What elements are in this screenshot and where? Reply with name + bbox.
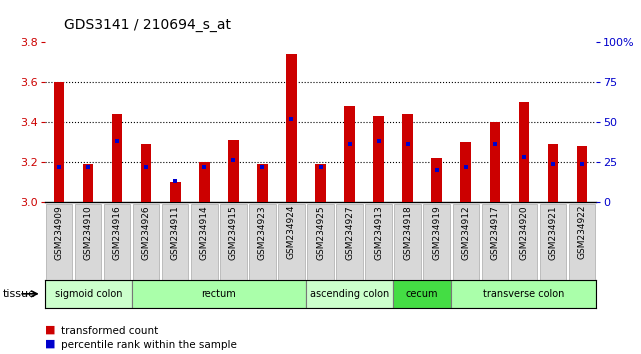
Bar — [199, 162, 210, 202]
FancyBboxPatch shape — [540, 204, 565, 280]
Text: GSM234911: GSM234911 — [171, 205, 180, 259]
Bar — [374, 116, 383, 202]
Text: GSM234912: GSM234912 — [461, 205, 470, 259]
Text: cecum: cecum — [406, 289, 438, 299]
Text: transformed count: transformed count — [61, 326, 158, 336]
Bar — [547, 144, 558, 202]
Text: GSM234916: GSM234916 — [113, 205, 122, 259]
FancyBboxPatch shape — [569, 204, 595, 280]
Bar — [258, 164, 267, 202]
FancyBboxPatch shape — [76, 204, 101, 280]
Text: GSM234923: GSM234923 — [258, 205, 267, 259]
Text: sigmoid colon: sigmoid colon — [54, 289, 122, 299]
FancyBboxPatch shape — [481, 204, 508, 280]
Bar — [228, 140, 238, 202]
Bar — [344, 106, 354, 202]
Text: GSM234922: GSM234922 — [577, 205, 586, 259]
FancyBboxPatch shape — [133, 204, 160, 280]
FancyBboxPatch shape — [453, 204, 479, 280]
Bar — [315, 164, 326, 202]
Bar — [142, 144, 151, 202]
FancyBboxPatch shape — [192, 204, 217, 280]
FancyBboxPatch shape — [510, 204, 537, 280]
Bar — [393, 280, 451, 308]
Bar — [45, 280, 132, 308]
Text: GSM234920: GSM234920 — [519, 205, 528, 259]
Text: GSM234914: GSM234914 — [200, 205, 209, 259]
FancyBboxPatch shape — [365, 204, 392, 280]
Text: tissue: tissue — [3, 289, 36, 299]
Bar — [403, 114, 413, 202]
Text: transverse colon: transverse colon — [483, 289, 564, 299]
FancyBboxPatch shape — [249, 204, 276, 280]
Bar — [576, 146, 587, 202]
Text: GSM234919: GSM234919 — [432, 205, 441, 259]
Text: ascending colon: ascending colon — [310, 289, 389, 299]
Text: GSM234918: GSM234918 — [403, 205, 412, 259]
Bar — [54, 82, 65, 202]
FancyBboxPatch shape — [424, 204, 449, 280]
Bar — [83, 164, 94, 202]
Text: percentile rank within the sample: percentile rank within the sample — [61, 340, 237, 350]
Bar — [519, 102, 529, 202]
Bar — [460, 142, 470, 202]
Bar — [451, 280, 596, 308]
FancyBboxPatch shape — [394, 204, 420, 280]
Text: GSM234917: GSM234917 — [490, 205, 499, 259]
Text: GSM234915: GSM234915 — [229, 205, 238, 259]
Text: GSM234910: GSM234910 — [84, 205, 93, 259]
Text: ■: ■ — [45, 339, 55, 349]
Text: GSM234926: GSM234926 — [142, 205, 151, 259]
Text: GSM234924: GSM234924 — [287, 205, 296, 259]
Text: GSM234921: GSM234921 — [548, 205, 557, 259]
FancyBboxPatch shape — [104, 204, 131, 280]
Text: GSM234925: GSM234925 — [316, 205, 325, 259]
Bar — [287, 55, 297, 202]
Bar — [112, 114, 122, 202]
FancyBboxPatch shape — [278, 204, 304, 280]
Bar — [171, 182, 181, 202]
Bar — [431, 158, 442, 202]
Text: GDS3141 / 210694_s_at: GDS3141 / 210694_s_at — [64, 18, 231, 32]
Text: GSM234913: GSM234913 — [374, 205, 383, 259]
FancyBboxPatch shape — [337, 204, 363, 280]
FancyBboxPatch shape — [162, 204, 188, 280]
Bar — [132, 280, 306, 308]
Text: GSM234927: GSM234927 — [345, 205, 354, 259]
FancyBboxPatch shape — [308, 204, 333, 280]
Text: GSM234909: GSM234909 — [55, 205, 64, 259]
FancyBboxPatch shape — [221, 204, 247, 280]
Bar — [306, 280, 393, 308]
Text: rectum: rectum — [201, 289, 237, 299]
Text: ■: ■ — [45, 325, 55, 335]
Bar — [490, 122, 500, 202]
FancyBboxPatch shape — [46, 204, 72, 280]
